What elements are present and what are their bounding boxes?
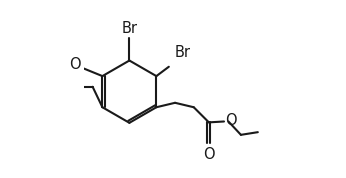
- Text: Br: Br: [175, 45, 191, 60]
- Text: O: O: [203, 147, 215, 162]
- Text: Br: Br: [121, 21, 137, 36]
- Text: O: O: [226, 113, 237, 128]
- Text: O: O: [69, 57, 80, 72]
